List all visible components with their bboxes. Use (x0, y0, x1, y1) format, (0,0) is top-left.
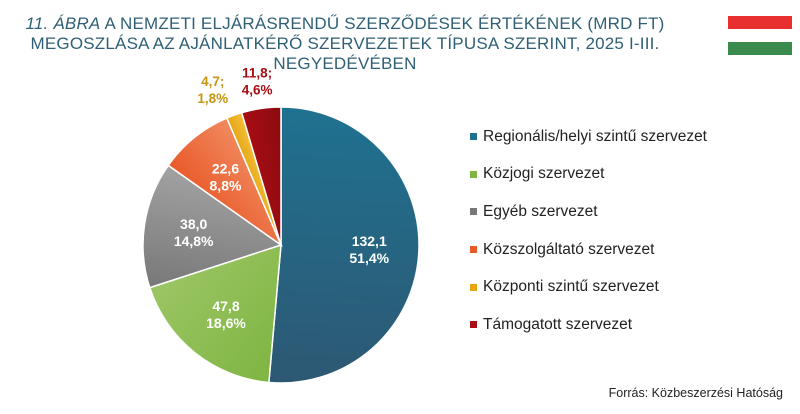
title-line-2: MEGOSZLÁSA AZ AJÁNLATKÉRŐ SZERVEZETEK TÍ… (30, 34, 660, 53)
slice-percent-label-4: 1,8% (197, 91, 228, 106)
flag-stripe-green (728, 42, 792, 55)
legend-swatch-3 (470, 246, 477, 254)
legend-item-3: Közszolgáltató szervezet (470, 231, 707, 269)
legend-item-0: Regionális/helyi szintű szervezet (470, 118, 707, 156)
legend-swatch-1 (470, 170, 477, 178)
legend-swatch-4 (470, 283, 477, 291)
pie-slice-2 (142, 164, 283, 289)
legend-label-1: Közjogi szervezet (483, 165, 605, 183)
pie-slice-5 (240, 106, 282, 246)
legend-label-3: Közszolgáltató szervezet (483, 240, 655, 258)
flag-stripe-white (728, 29, 792, 42)
legend-swatch-2 (470, 208, 477, 216)
figure-label: 11. ÁBRA (25, 14, 101, 33)
legend-item-4: Központi szintű szervezet (470, 268, 707, 306)
source-note: Forrás: Közbeszerzési Hatóság (608, 386, 783, 400)
hungarian-flag-icon (728, 16, 792, 55)
pie-slice-0 (268, 106, 420, 384)
slice-value-label-4: 4,7; (201, 74, 224, 89)
slice-percent-label-0: 51,4% (349, 250, 389, 266)
legend-label-5: Támogatott szervezet (483, 315, 633, 333)
slice-value-label-0: 132,1 (352, 233, 387, 249)
slice-percent-label-2: 14,8% (174, 233, 214, 249)
slice-percent-label-1: 18,6% (206, 315, 246, 331)
legend-item-2: Egyéb szervezet (470, 193, 707, 231)
legend-swatch-0 (470, 133, 477, 141)
legend-item-5: Támogatott szervezet (470, 306, 707, 344)
chart-title: 11. ÁBRA A NEMZETI ELJÁRÁSRENDŰ SZERZŐDÉ… (20, 14, 670, 74)
slice-value-label-5: 11,8; (242, 66, 272, 81)
legend-label-0: Regionális/helyi szintű szervezet (483, 127, 707, 145)
title-line-3: NEGYEDÉVÉBEN (273, 54, 417, 73)
pie-slice-1 (148, 243, 282, 384)
slice-value-label-3: 22,6 (212, 160, 239, 176)
flag-stripe-red (728, 16, 792, 29)
title-line-1: A NEMZETI ELJÁRÁSRENDŰ SZERZŐDÉSEK ÉRTÉK… (100, 14, 665, 33)
legend-item-1: Közjogi szervezet (470, 156, 707, 194)
legend-label-2: Egyéb szervezet (483, 202, 598, 220)
slice-value-label-1: 47,8 (212, 298, 239, 314)
slice-percent-label-3: 8,8% (210, 177, 242, 193)
slice-value-label-2: 38,0 (180, 216, 207, 232)
legend-label-4: Központi szintű szervezet (483, 278, 659, 296)
legend-swatch-5 (470, 321, 477, 329)
chart-legend: Regionális/helyi szintű szervezet Közjogi… (470, 118, 707, 344)
slice-percent-label-5: 4,6% (242, 83, 273, 98)
